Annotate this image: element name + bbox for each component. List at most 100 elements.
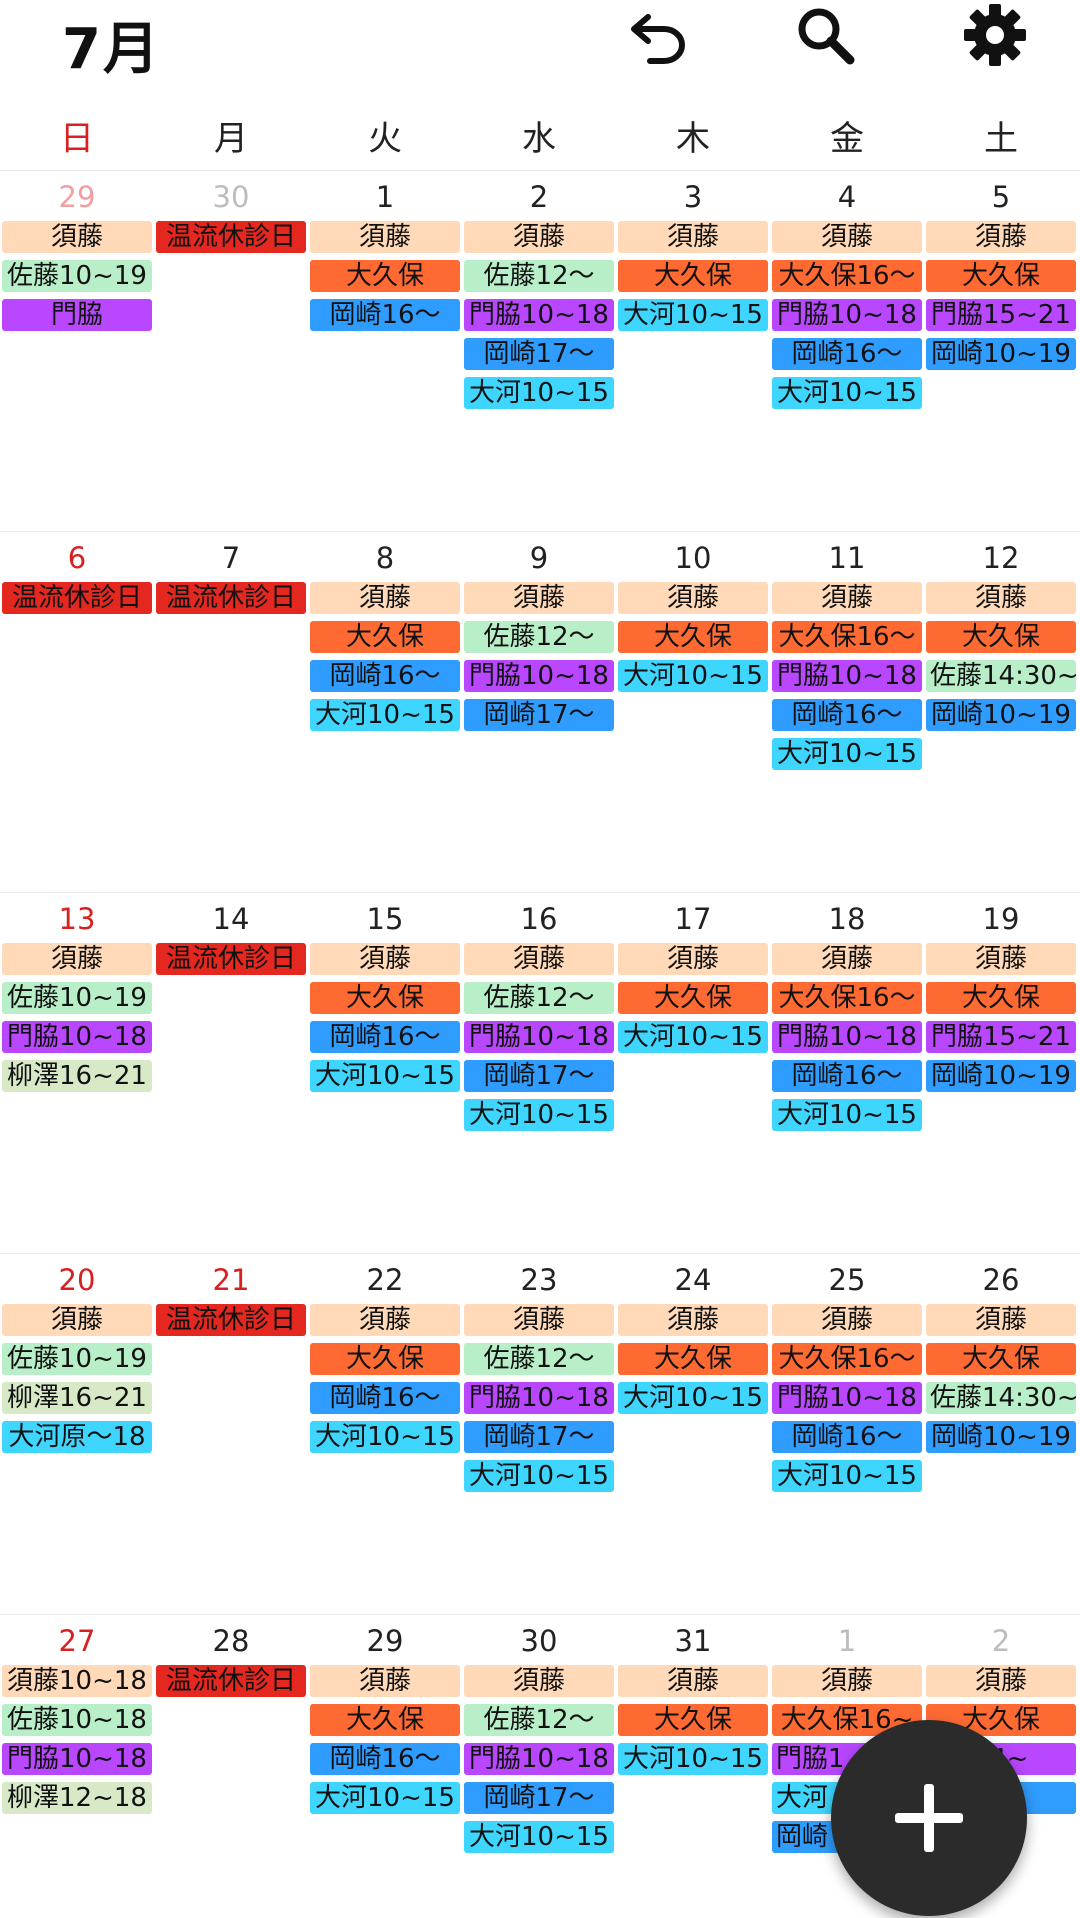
event-chip[interactable]: 大久保 (310, 982, 460, 1014)
event-chip[interactable]: 門脇10~18 (464, 299, 614, 331)
day-cell[interactable]: 5 須藤 大久保 門脇15~21 岡崎10~19 (924, 171, 1078, 531)
event-chip[interactable]: 佐藤12〜 (464, 1343, 614, 1375)
event-chip[interactable]: 須藤 (2, 943, 152, 975)
event-chip[interactable]: 大河10~15 (618, 660, 768, 692)
day-cell[interactable]: 13 須藤 佐藤10~19 門脇10~18 柳澤16~21 (0, 893, 154, 1253)
event-chip[interactable]: 須藤 (2, 1304, 152, 1336)
search-button[interactable] (785, 0, 865, 70)
month-title[interactable]: 7月 (62, 17, 161, 82)
day-cell[interactable]: 18 須藤 大久保16〜 門脇10~18 岡崎16〜 大河10~15 (770, 893, 924, 1253)
event-chip[interactable]: 岡崎16〜 (772, 338, 922, 370)
event-chip[interactable]: 佐藤12〜 (464, 621, 614, 653)
event-chip[interactable]: 門脇10~18 (464, 1743, 614, 1775)
event-chip[interactable]: 門脇10~18 (772, 1021, 922, 1053)
event-chip[interactable]: 大河10~15 (310, 699, 460, 731)
event-chip[interactable]: 須藤 (926, 1665, 1076, 1697)
event-chip[interactable]: 須藤10~18 (2, 1665, 152, 1697)
event-chip[interactable]: 岡崎16〜 (772, 699, 922, 731)
day-cell[interactable]: 24 須藤 大久保 大河10~15 (616, 1254, 770, 1614)
event-chip[interactable]: 温流休診日 (156, 1665, 306, 1697)
event-chip[interactable]: 須藤 (310, 582, 460, 614)
event-chip[interactable]: 須藤 (772, 943, 922, 975)
event-chip[interactable]: 大河10~15 (310, 1782, 460, 1814)
event-chip[interactable]: 須藤 (464, 1304, 614, 1336)
day-cell[interactable]: 2 須藤 佐藤12〜 門脇10~18 岡崎17〜 大河10~15 (462, 171, 616, 531)
event-chip[interactable]: 大河10~15 (618, 1743, 768, 1775)
event-chip[interactable]: 大久保 (618, 982, 768, 1014)
event-chip[interactable]: 岡崎16〜 (310, 660, 460, 692)
day-cell[interactable]: 27 須藤10~18 佐藤10~18 門脇10~18 柳澤12~18 (0, 1615, 154, 1918)
event-chip[interactable]: 佐藤10~19 (2, 1343, 152, 1375)
event-chip[interactable]: 大河10~15 (464, 1099, 614, 1131)
day-cell[interactable]: 7 温流休診日 (154, 532, 308, 892)
event-chip[interactable]: 須藤 (926, 1304, 1076, 1336)
event-chip[interactable]: 大河10~15 (310, 1060, 460, 1092)
event-chip[interactable]: 須藤 (464, 943, 614, 975)
event-chip[interactable]: 門脇15~21 (926, 1021, 1076, 1053)
event-chip[interactable]: 大河10~15 (772, 1099, 922, 1131)
event-chip[interactable]: 大久保16〜 (772, 982, 922, 1014)
event-chip[interactable]: 須藤 (618, 943, 768, 975)
event-chip[interactable]: 岡崎17〜 (464, 338, 614, 370)
event-chip[interactable]: 温流休診日 (2, 582, 152, 614)
event-chip[interactable]: 温流休診日 (156, 221, 306, 253)
day-cell[interactable]: 29 須藤 佐藤10~19 門脇 (0, 171, 154, 531)
day-cell[interactable]: 30 温流休診日 (154, 171, 308, 531)
day-cell[interactable]: 11 須藤 大久保16〜 門脇10~18 岡崎16〜 大河10~15 (770, 532, 924, 892)
event-chip[interactable]: 門脇10~18 (464, 1021, 614, 1053)
event-chip[interactable]: 大河10~15 (772, 377, 922, 409)
event-chip[interactable]: 大久保 (310, 1704, 460, 1736)
event-chip[interactable]: 岡崎16〜 (310, 1743, 460, 1775)
event-chip[interactable]: 須藤 (310, 221, 460, 253)
event-chip[interactable]: 大久保 (926, 260, 1076, 292)
event-chip[interactable]: 柳澤16~21 (2, 1382, 152, 1414)
day-cell[interactable]: 15 須藤 大久保 岡崎16〜 大河10~15 (308, 893, 462, 1253)
event-chip[interactable]: 須藤 (772, 1304, 922, 1336)
day-cell[interactable]: 12 須藤 大久保 佐藤14:30~ 岡崎10~19 (924, 532, 1078, 892)
add-event-button[interactable] (831, 1720, 1027, 1916)
event-chip[interactable]: 温流休診日 (156, 1304, 306, 1336)
day-cell[interactable]: 20 須藤 佐藤10~19 柳澤16~21 大河原〜18 (0, 1254, 154, 1614)
event-chip[interactable]: 門脇10~18 (772, 1382, 922, 1414)
event-chip[interactable]: 岡崎10~19 (926, 1421, 1076, 1453)
event-chip[interactable]: 大久保 (310, 1343, 460, 1375)
event-chip[interactable]: 須藤 (772, 1665, 922, 1697)
event-chip[interactable]: 須藤 (464, 1665, 614, 1697)
event-chip[interactable]: 佐藤10~19 (2, 982, 152, 1014)
day-cell[interactable]: 1 須藤 大久保 岡崎16〜 (308, 171, 462, 531)
event-chip[interactable]: 大久保 (618, 1343, 768, 1375)
event-chip[interactable]: 大河10~15 (310, 1421, 460, 1453)
day-cell[interactable]: 25 須藤 大久保16〜 門脇10~18 岡崎16〜 大河10~15 (770, 1254, 924, 1614)
event-chip[interactable]: 大久保 (618, 621, 768, 653)
event-chip[interactable]: 大久保 (926, 982, 1076, 1014)
day-cell[interactable]: 10 須藤 大久保 大河10~15 (616, 532, 770, 892)
event-chip[interactable]: 温流休診日 (156, 943, 306, 975)
event-chip[interactable]: 岡崎17〜 (464, 1060, 614, 1092)
event-chip[interactable]: 大河10~15 (464, 377, 614, 409)
day-cell[interactable]: 22 須藤 大久保 岡崎16〜 大河10~15 (308, 1254, 462, 1614)
event-chip[interactable]: 大久保16〜 (772, 621, 922, 653)
event-chip[interactable]: 門脇 (2, 299, 152, 331)
day-cell[interactable]: 21 温流休診日 (154, 1254, 308, 1614)
event-chip[interactable]: 岡崎16〜 (772, 1060, 922, 1092)
event-chip[interactable]: 門脇10~18 (464, 1382, 614, 1414)
event-chip[interactable]: 須藤 (618, 582, 768, 614)
event-chip[interactable]: 岡崎17〜 (464, 699, 614, 731)
undo-button[interactable] (618, 0, 698, 70)
event-chip[interactable]: 須藤 (926, 943, 1076, 975)
event-chip[interactable]: 大久保16~ (772, 1704, 922, 1736)
event-chip[interactable]: 須藤 (618, 221, 768, 253)
event-chip[interactable]: 大久保 (310, 260, 460, 292)
event-chip[interactable]: 大河10~15 (618, 299, 768, 331)
event-chip[interactable]: 岡崎16〜 (310, 1021, 460, 1053)
event-chip[interactable]: 柳澤12~18 (2, 1782, 152, 1814)
day-cell[interactable]: 29 須藤 大久保 岡崎16〜 大河10~15 (308, 1615, 462, 1918)
day-cell[interactable]: 28 温流休診日 (154, 1615, 308, 1918)
event-chip[interactable]: 大河10~15 (464, 1460, 614, 1492)
event-chip[interactable]: 大河10~15 (772, 1460, 922, 1492)
event-chip[interactable]: 大河10~15 (618, 1021, 768, 1053)
event-chip[interactable]: 門脇10~18 (772, 299, 922, 331)
event-chip[interactable]: 温流休診日 (156, 582, 306, 614)
event-chip[interactable]: 岡崎16〜 (310, 1382, 460, 1414)
day-cell[interactable]: 3 須藤 大久保 大河10~15 (616, 171, 770, 531)
